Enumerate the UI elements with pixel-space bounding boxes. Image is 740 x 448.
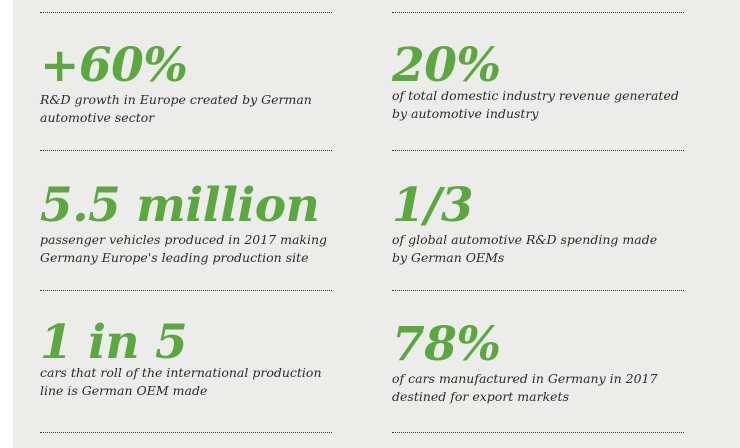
- stat-value: +60%: [40, 38, 188, 93]
- divider-top-right: [392, 12, 684, 13]
- divider-row2-left: [40, 290, 332, 291]
- stat-description: cars that roll of the international prod…: [40, 364, 350, 400]
- stat-description: of total domestic industry revenue gener…: [392, 87, 702, 123]
- stat-value: 5.5 million: [40, 178, 320, 233]
- divider-top-left: [40, 12, 332, 13]
- stat-description-line: of total domestic industry revenue gener…: [392, 88, 679, 103]
- divider-bottom-right: [392, 432, 684, 433]
- stat-description: of global automotive R&D spending made b…: [392, 231, 702, 267]
- stat-description-line: line is German OEM made: [40, 383, 208, 398]
- stat-description-line: passenger vehicles produced in 2017 maki…: [40, 232, 328, 247]
- divider-bottom-left: [40, 432, 332, 433]
- stat-description-line: destined for export markets: [392, 389, 569, 404]
- stat-description: of cars manufactured in Germany in 2017 …: [392, 370, 702, 406]
- stat-value: 20%: [392, 38, 501, 93]
- stat-description-line: automotive sector: [40, 110, 155, 125]
- stat-description-line: by automotive industry: [392, 106, 539, 121]
- stat-description: passenger vehicles produced in 2017 maki…: [40, 231, 350, 267]
- divider-row1-left: [40, 150, 332, 151]
- divider-row1-right: [392, 150, 684, 151]
- stat-value: 78%: [392, 317, 501, 372]
- stat-value: 1 in 5: [40, 315, 188, 370]
- stat-description-line: by German OEMs: [392, 250, 505, 265]
- stat-description-line: of cars manufactured in Germany in 2017: [392, 371, 658, 386]
- stats-panel: +60% R&D growth in Europe created by Ger…: [13, 0, 740, 448]
- divider-row2-right: [392, 290, 684, 291]
- stat-description-line: cars that roll of the international prod…: [40, 365, 322, 380]
- stat-description-line: Germany Europe's leading production site: [40, 250, 309, 265]
- stat-value: 1/3: [392, 178, 474, 233]
- stat-description-line: R&D growth in Europe created by German: [40, 92, 312, 107]
- stat-description: R&D growth in Europe created by German a…: [40, 91, 350, 127]
- stat-description-line: of global automotive R&D spending made: [392, 232, 658, 247]
